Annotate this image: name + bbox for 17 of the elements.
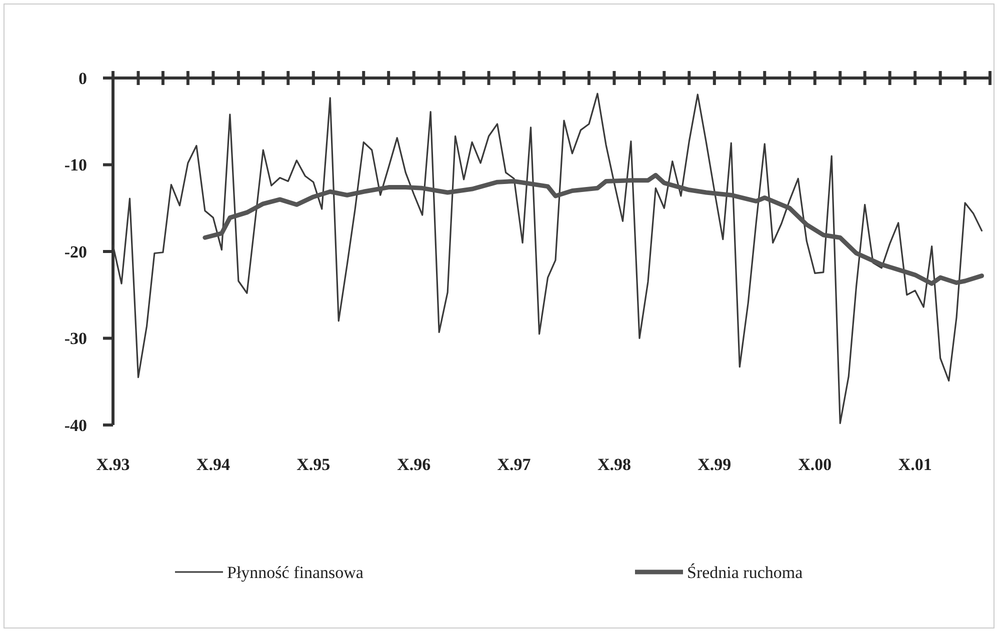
- legend-label: Średnia ruchoma: [687, 562, 804, 582]
- x-tick-label: X.01: [898, 455, 932, 474]
- y-tick-label: -30: [64, 329, 87, 348]
- y-tick-label: -10: [64, 156, 87, 175]
- y-tick-label: 0: [78, 68, 87, 88]
- x-tick-label: X.97: [497, 455, 532, 474]
- x-tick-label: X.99: [698, 455, 732, 474]
- x-tick-label: X.93: [96, 455, 130, 474]
- x-tick-label: X.95: [296, 455, 330, 474]
- x-tick-label: X.96: [397, 455, 431, 474]
- legend-label: Płynność finansowa: [227, 562, 364, 582]
- x-tick-label: X.98: [597, 455, 631, 474]
- x-tick-label: X.00: [798, 455, 832, 474]
- y-tick-label: -20: [64, 242, 87, 262]
- x-tick-label: X.94: [196, 455, 230, 474]
- line-series: [202, 172, 984, 286]
- y-tick-label: -40: [64, 416, 87, 435]
